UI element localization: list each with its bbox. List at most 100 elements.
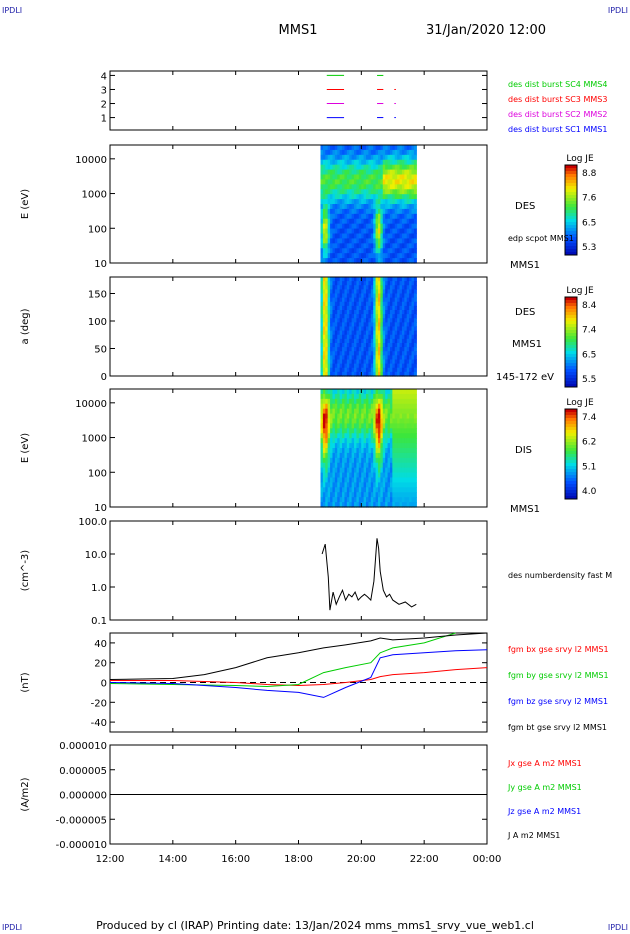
spectro-cell xyxy=(337,438,341,444)
spectro-cell xyxy=(351,347,355,352)
spectro-cell xyxy=(387,154,391,161)
spectro-cell xyxy=(397,208,401,215)
spectro-cell xyxy=(334,482,338,488)
spectro-cell xyxy=(322,223,326,230)
spectro-cell xyxy=(392,487,396,493)
spectro-cell xyxy=(337,248,341,254)
spectro-cell xyxy=(330,223,334,230)
spectro-cell xyxy=(339,359,343,365)
spectro-cell xyxy=(330,293,334,299)
spectro-cell xyxy=(356,343,360,348)
spectro-cell xyxy=(337,363,341,369)
spectro-cell xyxy=(409,448,413,454)
spectro-cell xyxy=(373,145,377,151)
spectro-cell xyxy=(406,149,410,156)
spectro-cell xyxy=(370,428,374,434)
spectro-cell xyxy=(334,289,338,295)
spectro-cell xyxy=(334,218,338,225)
density-frame xyxy=(109,520,488,621)
spectro-cell xyxy=(344,233,348,240)
density-ylabel: (cm^-3) xyxy=(20,550,31,591)
spectro-cell xyxy=(322,218,326,225)
spectro-cell xyxy=(368,363,372,369)
spectro-cell xyxy=(337,174,341,181)
spectro-cell xyxy=(370,159,374,166)
spectro-cell xyxy=(322,322,326,328)
spectro-cell xyxy=(332,418,336,425)
spectro-cell xyxy=(351,149,355,156)
colorbar-cell xyxy=(565,460,577,464)
spectro-cell xyxy=(389,277,393,282)
spectro-cell xyxy=(361,351,365,356)
spectro-cell xyxy=(389,213,393,220)
spectro-cell xyxy=(368,233,372,240)
spectro-cell xyxy=(349,243,353,249)
spectro-cell xyxy=(409,438,413,444)
spectro-cell xyxy=(354,351,358,356)
spectro-cell xyxy=(387,359,391,365)
spectro-cell xyxy=(342,482,346,488)
spectro-cell xyxy=(389,174,393,181)
spectro-cell xyxy=(385,208,389,215)
spectro-cell xyxy=(346,149,350,156)
spectro-cell xyxy=(354,457,358,464)
spectro-cell xyxy=(409,338,413,344)
spectro-cell xyxy=(349,367,353,373)
spectro-cell xyxy=(339,293,343,299)
spectro-cell xyxy=(354,149,358,156)
spectro-cell xyxy=(334,314,338,319)
spectro-cell xyxy=(377,204,381,210)
spectro-cell xyxy=(413,359,417,365)
spectro-cell xyxy=(397,223,401,230)
spectro-cell xyxy=(413,428,417,434)
spectro-cell xyxy=(404,477,408,484)
spectro-cell xyxy=(342,169,346,176)
spectro-cell xyxy=(320,389,324,395)
spectro-cell xyxy=(368,204,372,210)
spectro-cell xyxy=(363,164,367,171)
spectro-cell xyxy=(389,253,393,259)
spectro-cell xyxy=(377,367,381,373)
spectro-cell xyxy=(349,159,353,166)
x-tick-label: 16:00 xyxy=(221,854,250,865)
spectro-cell xyxy=(409,413,413,420)
spectro-cell xyxy=(342,208,346,215)
spectro-cell xyxy=(363,159,367,166)
spectro-cell xyxy=(387,184,391,190)
spectro-ytick-label: 100 xyxy=(88,468,107,479)
spectro-cell xyxy=(413,433,417,439)
spectro-cell xyxy=(401,393,405,400)
spectro-cell xyxy=(366,359,370,365)
spectro-cell xyxy=(370,477,374,484)
spectro-cell xyxy=(411,351,415,356)
spectro-cell xyxy=(337,179,341,185)
spectro-cell xyxy=(389,403,393,410)
colorbar-cell xyxy=(565,472,577,476)
spectro-cell xyxy=(337,428,341,434)
spectro-cell xyxy=(377,285,381,290)
spectro-cell xyxy=(368,174,372,181)
spectro-cell xyxy=(377,487,381,493)
spectro-cell xyxy=(401,194,405,200)
spectro-cell xyxy=(373,334,377,340)
colorbar-cell xyxy=(565,366,577,370)
spectro-cell xyxy=(334,347,338,352)
spectro-cell xyxy=(389,492,393,498)
spectro-cell xyxy=(361,228,365,235)
spectro-cell xyxy=(363,314,367,319)
spectro-cell xyxy=(330,448,334,454)
spectro-cell xyxy=(392,289,396,295)
spectro-cell xyxy=(349,318,353,323)
spectro-cell xyxy=(366,233,370,240)
spectro-cell xyxy=(392,428,396,434)
current-ytick-label: 0.000010 xyxy=(59,741,107,752)
spectro-cell xyxy=(327,477,331,484)
spectro-cell xyxy=(361,208,365,215)
spectro-cell xyxy=(399,208,403,215)
spectro-cell xyxy=(394,338,398,344)
spectro-cell xyxy=(356,189,360,195)
spectro-cell xyxy=(351,293,355,299)
spectro-cell xyxy=(392,194,396,200)
spectro-cell xyxy=(392,199,396,205)
spectro-cell xyxy=(394,243,398,249)
